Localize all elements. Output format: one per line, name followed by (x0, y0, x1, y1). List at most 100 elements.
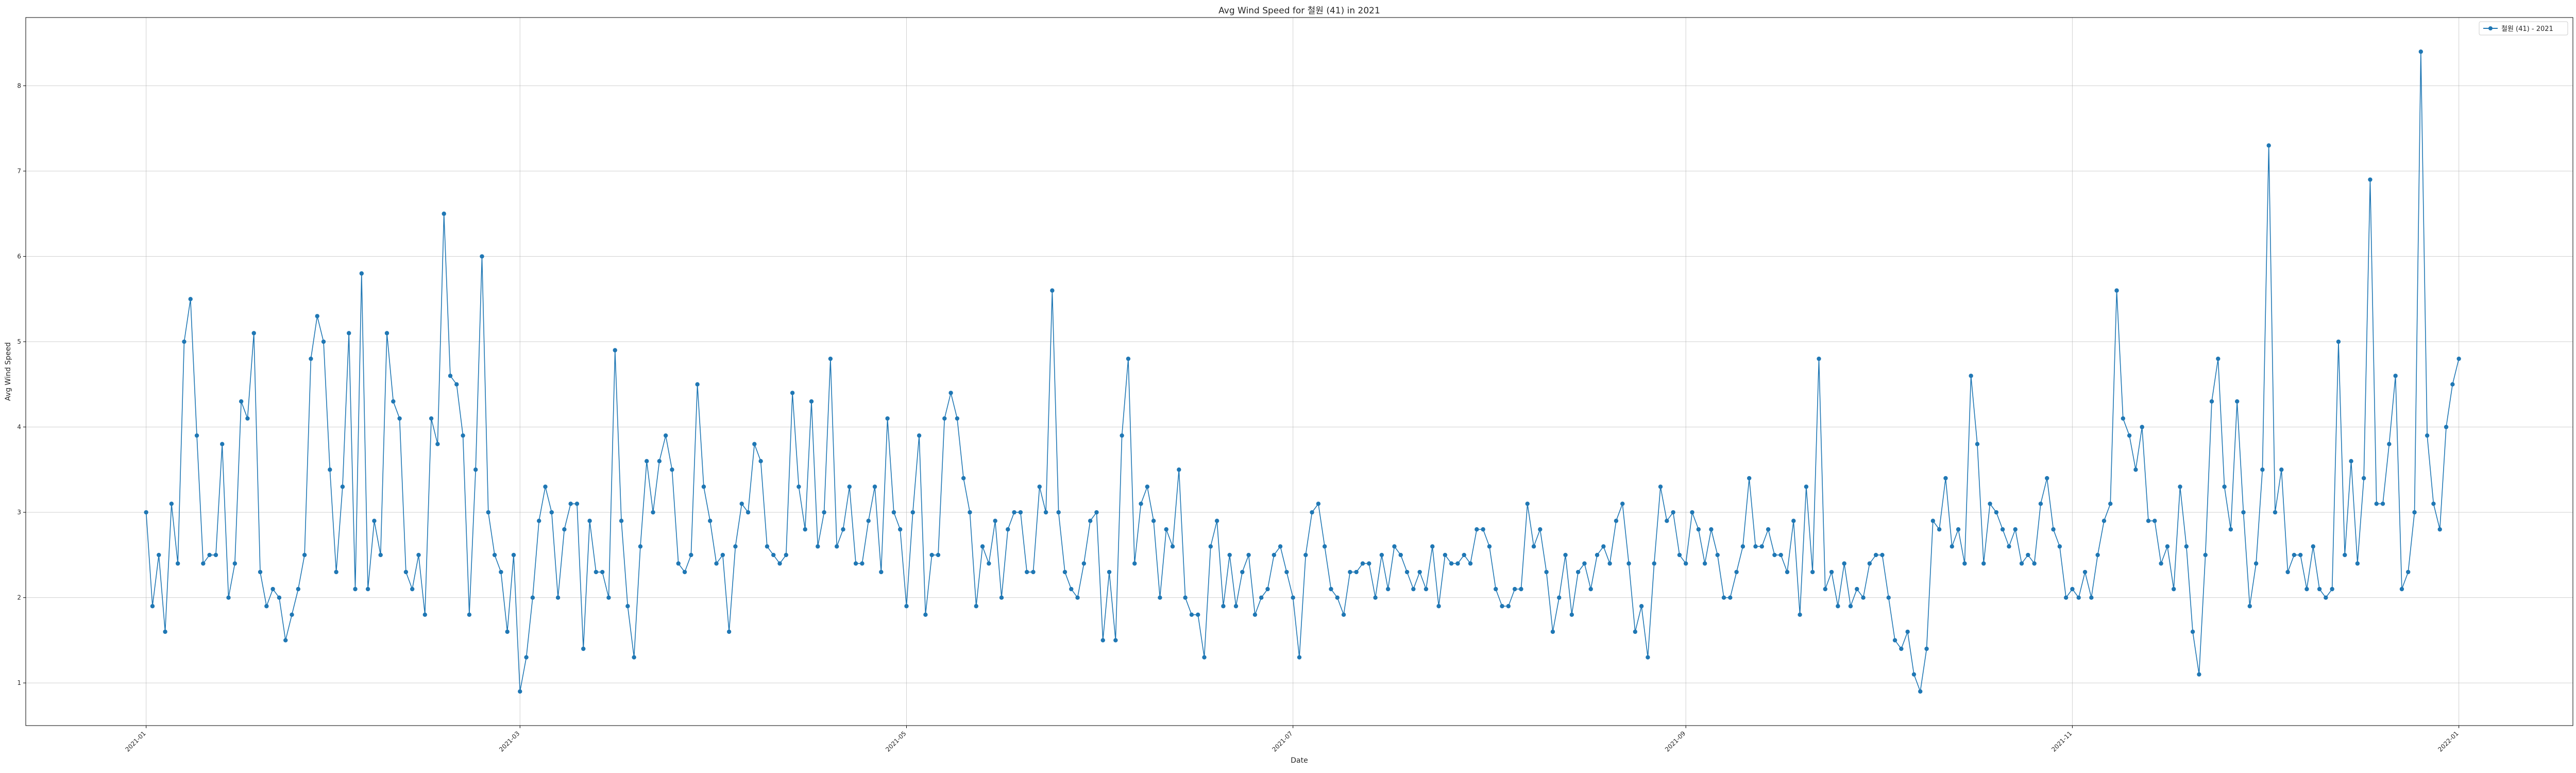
data-point (518, 689, 522, 694)
data-point (2165, 544, 2170, 549)
x-axis-label: Date (1291, 757, 1308, 765)
data-point (1221, 604, 1226, 609)
data-point (1233, 604, 1239, 609)
data-point (1240, 569, 1245, 575)
data-point (796, 484, 801, 489)
data-point (1246, 552, 1251, 558)
data-point (1930, 518, 1936, 523)
data-point (1677, 552, 1682, 558)
data-point (980, 544, 985, 549)
data-point (480, 254, 484, 259)
data-point (2190, 629, 2195, 634)
data-point (1177, 467, 1181, 472)
data-point (1265, 586, 1270, 592)
data-point (403, 569, 409, 575)
y-tick-label: 6 (17, 253, 21, 260)
data-point (619, 518, 624, 523)
data-point (2076, 595, 2081, 600)
series-layer (144, 49, 2461, 694)
y-axis: 1 2 3 4 5 6 7 8 (17, 82, 26, 686)
data-point (720, 552, 725, 558)
data-point (568, 501, 573, 506)
data-point (1259, 595, 1264, 600)
data-point (2057, 544, 2062, 549)
data-point (1487, 544, 1492, 549)
data-point (790, 391, 795, 395)
data-point (492, 552, 497, 558)
data-point (1620, 501, 1625, 506)
data-point (923, 612, 928, 617)
data-point (1715, 552, 1720, 558)
data-point (2399, 586, 2404, 592)
data-point (993, 518, 997, 523)
data-point (1601, 544, 1606, 549)
data-point (1988, 501, 1992, 506)
data-point (435, 442, 440, 446)
data-point (1569, 612, 1574, 617)
data-point (2330, 586, 2334, 592)
data-point (625, 604, 630, 609)
data-point (1785, 569, 1790, 575)
data-point (866, 518, 871, 523)
data-point (1937, 527, 1942, 532)
data-point (739, 501, 744, 506)
data-point (1772, 552, 1777, 558)
data-point (2349, 459, 2353, 464)
data-point (384, 331, 389, 335)
plot-area (25, 17, 2573, 726)
data-point (454, 382, 459, 387)
data-point (1329, 586, 1333, 592)
data-point (1918, 689, 1923, 694)
data-point (2209, 399, 2214, 404)
data-point (1975, 442, 1980, 446)
data-point (663, 433, 668, 438)
data-point (2082, 569, 2088, 575)
data-point (1475, 527, 1479, 532)
data-point (2007, 544, 2011, 549)
data-point (695, 382, 700, 387)
data-point (397, 416, 402, 421)
data-point (2000, 527, 2005, 532)
data-point (2292, 552, 2297, 558)
data-point (2412, 510, 2417, 515)
data-point (2247, 604, 2252, 609)
data-point (296, 586, 301, 592)
data-point (1702, 561, 1707, 566)
data-point (917, 433, 922, 438)
data-point (321, 339, 326, 344)
data-point (2368, 177, 2372, 182)
data-point (828, 356, 833, 361)
data-point (847, 484, 852, 489)
data-point (1962, 561, 1967, 566)
data-point (1836, 604, 1840, 609)
data-point (1404, 569, 1410, 575)
data-point (2133, 467, 2138, 472)
data-point (1892, 638, 1897, 643)
data-point (283, 638, 288, 643)
data-point (1145, 484, 1150, 489)
y-axis-label: Avg Wind Speed (4, 342, 12, 401)
data-point (1544, 569, 1549, 575)
data-point (1575, 569, 1581, 575)
data-point (1043, 510, 1048, 515)
data-point (1303, 552, 1308, 558)
data-point (2450, 382, 2455, 387)
data-point (1196, 612, 1200, 617)
data-point (1272, 552, 1277, 558)
grid (26, 18, 2573, 726)
data-point (2026, 552, 2030, 558)
data-point (359, 271, 364, 276)
data-point (714, 561, 719, 566)
data-point (2431, 501, 2436, 506)
data-point (1519, 586, 1523, 592)
data-point (1379, 552, 1384, 558)
data-point (803, 527, 807, 532)
data-point (511, 552, 516, 558)
data-point (2311, 544, 2315, 549)
data-point (1696, 527, 1701, 532)
data-point (974, 604, 978, 609)
data-point (822, 510, 826, 515)
data-point (657, 459, 662, 464)
data-point (163, 629, 167, 634)
